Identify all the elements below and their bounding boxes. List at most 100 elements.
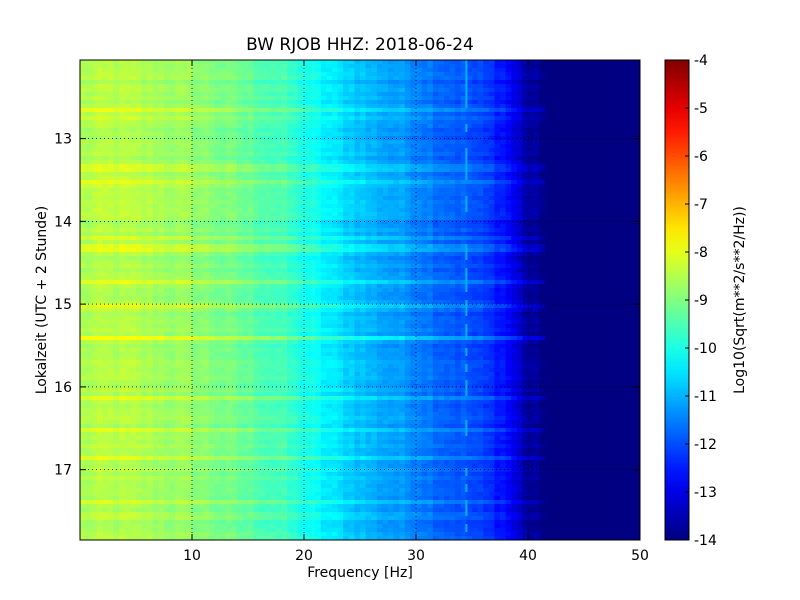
heatmap-cell <box>500 208 507 213</box>
heatmap-cell <box>214 68 221 73</box>
heatmap-cell <box>180 204 187 209</box>
heatmap-cell <box>410 252 417 257</box>
heatmap-cell <box>500 124 507 129</box>
heatmap-cell <box>494 76 501 81</box>
heatmap-cell <box>124 228 131 233</box>
heatmap-cell <box>483 92 490 97</box>
heatmap-cell <box>600 228 607 233</box>
heatmap-cell <box>444 228 451 233</box>
heatmap-cell <box>606 112 613 117</box>
heatmap-cell <box>354 256 361 261</box>
heatmap-cell <box>477 168 484 173</box>
heatmap-cell <box>444 60 451 65</box>
heatmap-cell <box>119 164 126 169</box>
heatmap-cell <box>477 220 484 225</box>
heatmap-cell <box>113 208 120 213</box>
heatmap-cell <box>298 180 305 185</box>
heatmap-cell <box>606 128 613 133</box>
heatmap-cell <box>432 136 439 141</box>
heatmap-cell <box>80 108 87 113</box>
heatmap-cell <box>124 208 131 213</box>
heatmap-cell <box>376 80 383 85</box>
heatmap-cell <box>192 172 199 177</box>
heatmap-cell <box>483 152 490 157</box>
heatmap-cell <box>186 164 193 169</box>
heatmap-cell <box>326 184 333 189</box>
heatmap-cell <box>393 236 400 241</box>
heatmap-cell <box>113 112 120 117</box>
heatmap-cell <box>472 180 479 185</box>
heatmap-cell <box>225 76 232 81</box>
heatmap-cell <box>410 224 417 229</box>
heatmap-cell <box>214 220 221 225</box>
heatmap-cell <box>85 212 92 217</box>
heatmap-cell <box>511 112 518 117</box>
heatmap-cell <box>225 108 232 113</box>
heatmap-cell <box>208 140 215 145</box>
heatmap-cell <box>589 64 596 69</box>
heatmap-cell <box>158 176 165 181</box>
heatmap-cell <box>91 212 98 217</box>
heatmap-cell <box>320 196 327 201</box>
heatmap-cell <box>343 220 350 225</box>
heatmap-cell <box>203 100 210 105</box>
heatmap-cell <box>164 196 171 201</box>
heatmap-cell <box>169 116 176 121</box>
heatmap-cell <box>180 248 187 253</box>
heatmap-cell <box>147 216 154 221</box>
heatmap-cell <box>242 72 249 77</box>
heatmap-cell <box>371 148 378 153</box>
heatmap-cell <box>365 120 372 125</box>
heatmap-cell <box>304 176 311 181</box>
heatmap-cell <box>203 72 210 77</box>
heatmap-cell <box>304 164 311 169</box>
heatmap-cell <box>298 172 305 177</box>
heatmap-cell <box>281 204 288 209</box>
heatmap-cell <box>528 88 535 93</box>
heatmap-cell <box>354 92 361 97</box>
heatmap-cell <box>393 72 400 77</box>
heatmap-cell <box>192 60 199 65</box>
heatmap-cell <box>511 164 518 169</box>
heatmap-cell <box>102 132 109 137</box>
heatmap-cell <box>516 176 523 181</box>
heatmap-cell <box>438 216 445 221</box>
heatmap-cell <box>432 104 439 109</box>
heatmap-cell <box>203 64 210 69</box>
heatmap-cell <box>164 152 171 157</box>
heatmap-cell <box>600 224 607 229</box>
heatmap-cell <box>455 248 462 253</box>
heatmap-cell <box>511 256 518 261</box>
heatmap-cell <box>494 236 501 241</box>
heatmap-cell <box>225 104 232 109</box>
heatmap-cell <box>460 104 467 109</box>
heatmap-cell <box>309 248 316 253</box>
heatmap-cell <box>371 232 378 237</box>
heatmap-cell <box>477 96 484 101</box>
heatmap-cell <box>500 152 507 157</box>
heatmap-cell <box>511 248 518 253</box>
heatmap-cell <box>578 248 585 253</box>
heatmap-cell <box>494 88 501 93</box>
heatmap-cell <box>108 120 115 125</box>
heatmap-cell <box>393 196 400 201</box>
heatmap-cell <box>539 140 546 145</box>
heatmap-cell <box>578 112 585 117</box>
heatmap-cell <box>354 180 361 185</box>
heatmap-cell <box>136 132 143 137</box>
heatmap-cell <box>147 224 154 229</box>
heatmap-cell <box>85 188 92 193</box>
heatmap-cell <box>236 168 243 173</box>
heatmap-cell <box>528 216 535 221</box>
heatmap-cell <box>259 80 266 85</box>
heatmap-cell <box>309 168 316 173</box>
heatmap-cell <box>164 80 171 85</box>
heatmap-cell <box>360 116 367 121</box>
heatmap-cell <box>102 208 109 213</box>
heatmap-cell <box>281 252 288 257</box>
heatmap-cell <box>511 192 518 197</box>
heatmap-cell <box>203 232 210 237</box>
heatmap-cell <box>483 140 490 145</box>
heatmap-cell <box>427 232 434 237</box>
heatmap-cell <box>180 184 187 189</box>
